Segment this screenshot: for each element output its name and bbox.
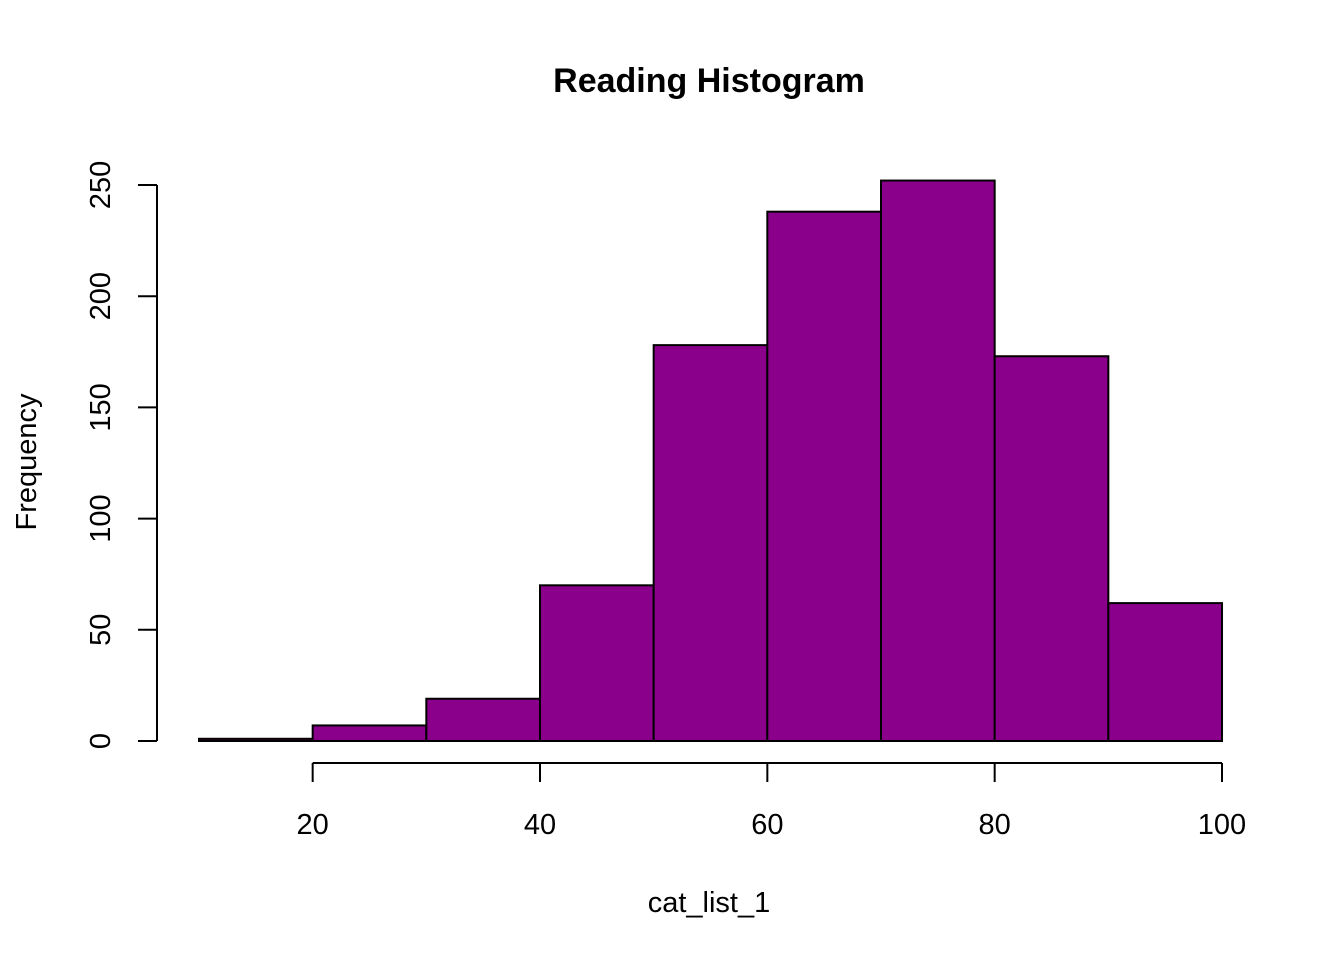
x-tick-label-20: 20 — [297, 809, 329, 841]
histogram-bar-60-70 — [766, 210, 882, 743]
histogram-bar-30-40 — [425, 697, 542, 743]
y-tick-label-0: 0 — [85, 733, 117, 749]
x-axis: 20 40 60 80 100 — [297, 762, 1246, 841]
x-tick-label-80: 80 — [979, 809, 1011, 841]
histogram-bar-20-30 — [311, 724, 428, 743]
x-axis-label: cat_list_1 — [648, 887, 771, 919]
histogram-bar-40-50 — [539, 584, 655, 742]
y-axis: 0 50 100 150 200 250 — [85, 161, 158, 749]
histogram-bar-10-20 — [198, 737, 314, 743]
bars-group — [198, 179, 1224, 743]
y-axis-label: Frequency — [11, 393, 43, 531]
y-tick-label-200: 200 — [85, 272, 117, 320]
y-tick-label-250: 250 — [85, 161, 117, 209]
histogram-bar-50-60 — [652, 344, 769, 742]
x-tick-label-40: 40 — [524, 809, 556, 841]
x-tick-label-100: 100 — [1198, 809, 1246, 841]
y-tick-label-100: 100 — [85, 494, 117, 542]
x-tick-label-60: 60 — [751, 809, 783, 841]
histogram-bar-70-80 — [880, 179, 996, 742]
y-tick-label-150: 150 — [85, 383, 117, 431]
chart-title: Reading Histogram — [553, 62, 865, 100]
histogram-bar-80-90 — [993, 355, 1110, 742]
y-tick-label-50: 50 — [85, 614, 117, 646]
histogram-bar-90-100 — [1107, 602, 1224, 742]
